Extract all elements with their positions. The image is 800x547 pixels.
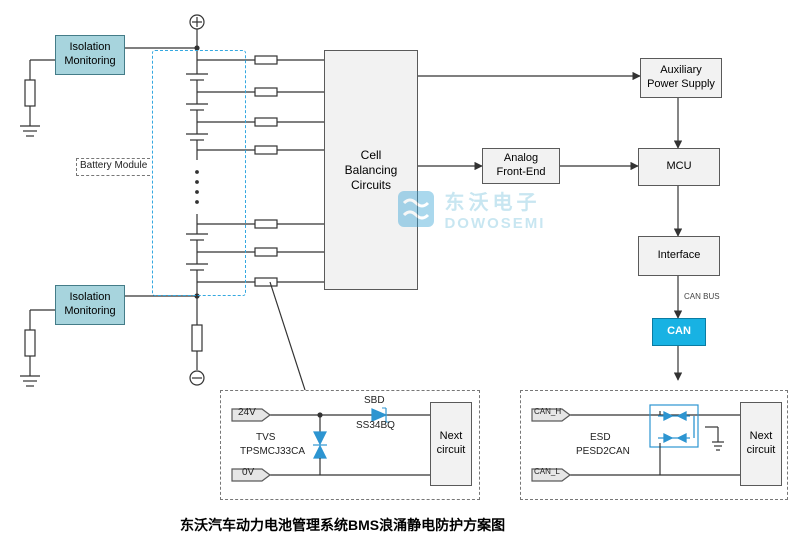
next-circuit-right-label: Next circuit: [747, 430, 776, 458]
diagram-caption: 东沃汽车动力电池管理系统BMS浪涌静电防护方案图: [180, 515, 505, 535]
cell-balancing-circuits: Cell Balancing Circuits: [324, 50, 418, 290]
battery-module-label: Battery Module: [80, 160, 147, 171]
watermark-line1: 东沃电子: [444, 186, 545, 215]
next-circuit-left-label: Next circuit: [437, 430, 466, 458]
interface-label: Interface: [658, 249, 701, 263]
can-label: CAN: [667, 325, 691, 339]
aux-power-supply: Auxiliary Power Supply: [640, 58, 722, 98]
isolation-monitoring-2: Isolation Monitoring: [55, 285, 125, 325]
esd-part: PESD2CAN: [576, 446, 630, 457]
watermark: 东沃电子 DOWOSEMI: [396, 186, 545, 232]
esd-label: ESD: [590, 432, 611, 443]
next-circuit-right: Next circuit: [740, 402, 782, 486]
isolation2-label: Isolation Monitoring: [64, 291, 115, 319]
cell-balancing-label: Cell Balancing Circuits: [345, 148, 398, 193]
canh-label: CAN_H: [534, 407, 561, 416]
v24-label: 24V: [238, 407, 256, 418]
interface: Interface: [638, 236, 720, 276]
can-bus-label: CAN BUS: [684, 292, 720, 301]
afe-label: Analog Front-End: [497, 152, 546, 180]
isolation-monitoring-1: Isolation Monitoring: [55, 35, 125, 75]
canl-label: CAN_L: [534, 467, 560, 476]
can-block: CAN: [652, 318, 706, 346]
mcu-label: MCU: [666, 160, 691, 174]
aux-label: Auxiliary Power Supply: [647, 64, 715, 92]
next-circuit-left: Next circuit: [430, 402, 472, 486]
sbd-part: SS34BQ: [356, 420, 395, 431]
tvs-label: TVS: [256, 432, 275, 443]
tvs-part: TPSMCJ33CA: [240, 446, 305, 457]
analog-front-end: Analog Front-End: [482, 148, 560, 184]
v0-label: 0V: [242, 467, 254, 478]
battery-stack-envelope: [152, 50, 246, 296]
watermark-line2: DOWOSEMI: [444, 215, 545, 232]
sbd-label: SBD: [364, 395, 385, 406]
mcu: MCU: [638, 148, 720, 186]
isolation1-label: Isolation Monitoring: [64, 41, 115, 69]
